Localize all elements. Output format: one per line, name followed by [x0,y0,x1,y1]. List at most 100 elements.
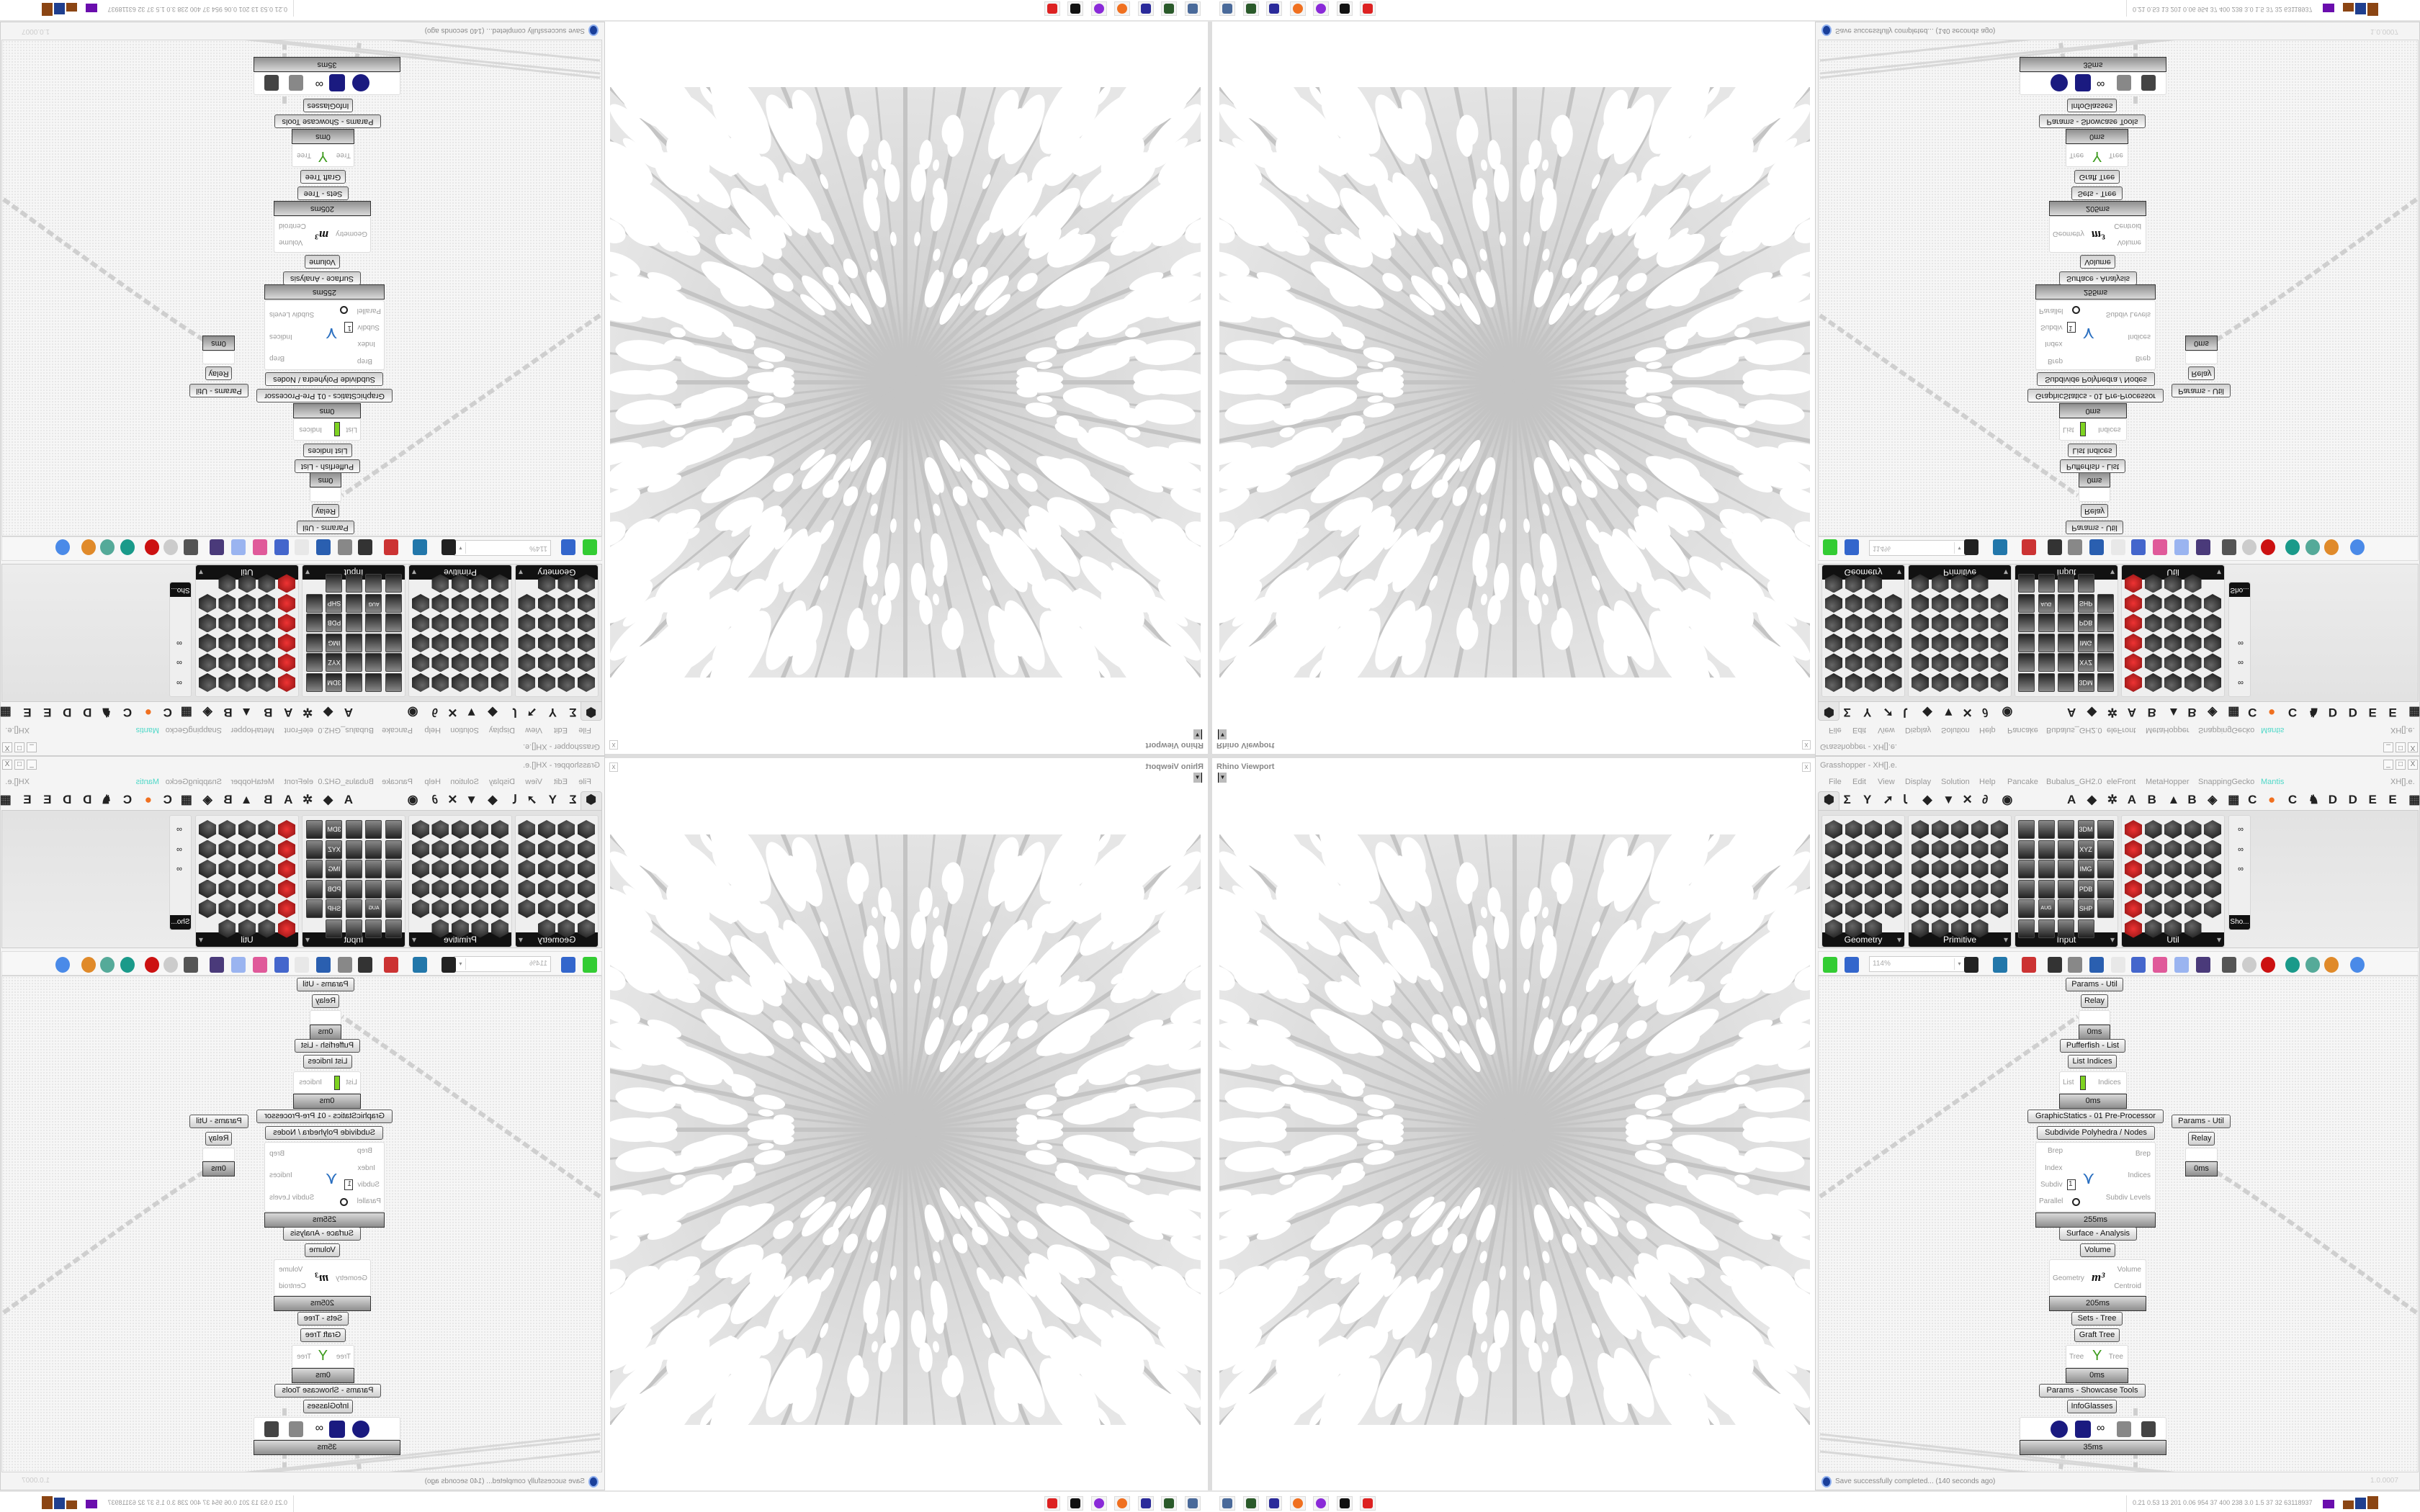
component-icon[interactable] [2018,594,2035,613]
component-icon[interactable] [1825,654,1842,672]
menu-file[interactable]: File [1829,726,1842,734]
component-icon[interactable] [259,654,276,672]
output-centroid[interactable]: Centroid [279,1282,306,1290]
toolbar-button[interactable] [358,957,372,973]
component-icon[interactable] [1932,594,1949,613]
component-icon[interactable] [1865,860,1882,878]
input-brep[interactable]: Brep [2048,357,2063,365]
component-icon[interactable] [432,899,449,918]
component-icon[interactable] [1912,654,1929,672]
component-icon[interactable] [238,614,256,633]
component-icon[interactable] [238,840,256,859]
settings-gear-icon[interactable] [1360,1,1376,16]
component-icon[interactable] [1884,899,1902,918]
output-indices[interactable]: Indices [269,333,292,341]
component-icon[interactable] [1865,820,1882,839]
component-icon[interactable] [1845,879,1863,899]
component-volume[interactable]: Volume [305,255,340,269]
tab-icon[interactable]: E [23,706,32,719]
tab-icon[interactable]: ⬢ [586,793,596,806]
group-params-util-2[interactable]: Params - Util [189,384,248,397]
menu-bubalus[interactable]: Bubalus_GH2.0 [2046,726,2102,734]
output-volume[interactable]: Volume [2117,1266,2141,1274]
toolbar-button[interactable] [413,957,427,973]
component-icon[interactable] [2018,879,2035,899]
menu-mantis[interactable]: Mantis [2261,726,2285,734]
component-icon[interactable]: PDB [326,879,343,899]
volume-body[interactable]: Geometry m³ Volume Centroid [2049,216,2146,253]
input-index[interactable]: Index [2045,340,2063,348]
tab-icon[interactable]: ✕ [1962,706,1973,719]
panel-label[interactable]: Sho... [2229,915,2250,930]
close-button[interactable]: X [2408,760,2418,770]
component-icon[interactable]: ∞ [2238,678,2244,687]
component-icon[interactable] [412,860,429,878]
component-icon[interactable] [558,673,575,692]
viewport-close-button[interactable]: x [609,740,618,750]
tab-icon[interactable]: ▦ [2408,793,2420,806]
component-icon[interactable] [2204,634,2221,652]
tab-icon[interactable]: Y [1863,706,1872,719]
toolbar-button[interactable] [2285,539,2300,555]
component-icon[interactable] [1865,919,1882,938]
toolbar-button[interactable] [2222,957,2236,973]
tab-icon[interactable]: ➚ [526,793,537,806]
component-icon[interactable] [578,840,595,859]
component-icon[interactable] [1951,899,1968,918]
component-icon[interactable] [365,879,382,899]
component-icon[interactable] [452,634,469,652]
component-icon[interactable] [2097,594,2114,613]
menu-view[interactable]: View [1878,726,1895,734]
tab-icon[interactable]: B [2147,793,2156,806]
group-params-util[interactable]: Params - Util [2066,521,2123,534]
component-graft-tree[interactable]: Graft Tree [2074,1328,2120,1342]
component-icon[interactable] [538,820,555,839]
grasshopper-canvas[interactable]: Params - Util Relay 0ms Pufferfish - Lis… [1,40,602,536]
component-icon[interactable] [1951,860,1968,878]
component-icon[interactable] [365,634,382,652]
component-icon[interactable] [2038,634,2055,652]
tab-icon[interactable]: ● [2268,793,2276,806]
component-icon[interactable] [199,673,216,692]
component-icon[interactable] [452,673,469,692]
component-icon[interactable] [346,860,362,878]
component-icon[interactable]: ∞ [2238,658,2244,667]
tab-icon[interactable]: C [163,706,172,719]
subdiv-value[interactable]: 1 [344,1179,353,1190]
toolbar-button[interactable] [442,539,456,555]
component-icon[interactable] [538,594,555,613]
component-icon[interactable] [2164,673,2182,692]
floppy-64-icon[interactable] [1266,1,1282,16]
volume-body[interactable]: Geometry m³ Volume Centroid [2049,1259,2146,1296]
output-centroid[interactable]: Centroid [2114,1282,2141,1290]
component-icon[interactable] [558,594,575,613]
component-icon[interactable] [385,673,402,692]
menu-display[interactable]: Display [488,778,515,786]
component-icon[interactable] [2058,653,2074,672]
component-icon[interactable] [2144,820,2162,839]
component-icon[interactable] [578,614,595,633]
component-icon[interactable] [219,614,236,633]
component-icon[interactable] [2077,919,2094,938]
input-tree[interactable]: Tree [2069,151,2084,159]
component-icon[interactable] [519,594,536,613]
component-icon[interactable] [1865,634,1882,652]
component-icon[interactable] [1971,919,1989,938]
component-icon[interactable] [2184,634,2202,652]
component-icon[interactable] [2125,614,2142,633]
grid-icon[interactable] [2075,1421,2091,1438]
component-icon[interactable] [2145,673,2162,692]
tab-icon[interactable]: ◆ [2087,706,2097,719]
floppy-64-icon[interactable] [1138,1,1154,16]
component-icon[interactable] [2204,594,2221,613]
toolbar-button[interactable] [2242,539,2257,555]
glasses-icon[interactable]: ∞ [315,1422,323,1434]
component-icon[interactable] [1884,860,1902,878]
component-icon[interactable] [538,880,555,899]
tab-icon[interactable]: A [2067,793,2076,806]
component-icon[interactable] [1991,879,2008,899]
component-icon[interactable] [306,673,323,692]
tab-icon[interactable]: ◈ [202,706,212,719]
list-indices-body[interactable]: List Indices [2059,418,2127,441]
relay-2-body[interactable] [202,351,235,364]
